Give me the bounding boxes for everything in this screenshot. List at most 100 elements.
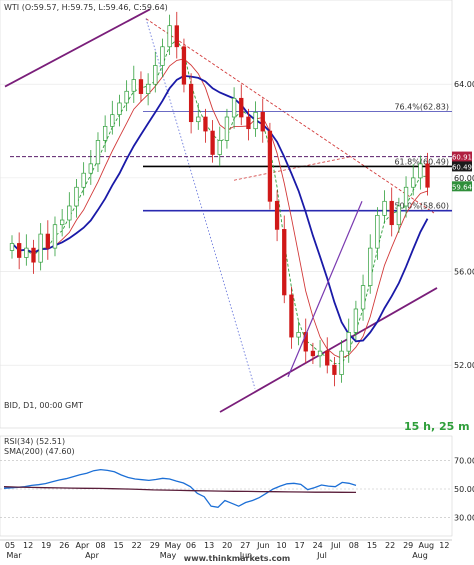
sma-line [3,486,357,494]
candle-body [303,332,308,352]
fib-level-label: 50.0%(58.60) [394,202,449,211]
candle-body [325,350,330,366]
x-tick-label: 15 [114,541,124,550]
x-tick-label: 27 [240,541,250,550]
candle-body [31,247,36,263]
ma-medium-line [11,58,428,359]
candle-body [81,172,86,188]
channel-line-upper [4,8,151,88]
y-tick-label: 52.00 [454,361,474,370]
x-tick-label: 17 [295,541,305,550]
x-tick-label: 26 [59,541,69,550]
countdown-label: 15 h, 25 m [404,420,470,433]
rsi-lines [3,468,357,508]
moving-averages [11,39,429,365]
rsi-grid: 70.00 50.00 30.00 [0,456,474,523]
candle-body [411,177,416,188]
ma-fast-line [11,39,428,365]
month-label: Mar [6,551,22,560]
support-line [287,201,363,378]
candle-body [138,79,144,94]
x-tick-label: 29 [150,541,160,550]
y-tick-label: 64.00 [454,80,474,89]
x-tick-label: Jul [330,541,341,550]
price-badge [452,181,472,192]
rsi-level-label: 70.00 [454,456,474,465]
x-axis: 05 12 19 26 Apr 08 15 22 29 May 06 13 20 27 Jun 10 17 24 J… [0,539,452,560]
candle-body [389,200,394,226]
rsi-level-label: 30.00 [454,514,474,523]
candle-body [267,130,273,202]
month-label: Aug [412,551,428,560]
candle-body [332,364,337,375]
candle-body [239,97,244,118]
candle-body [260,111,265,132]
x-tick-label: Jun [256,541,270,550]
candle-body [253,111,258,130]
overlays [287,201,363,378]
candle-body [418,163,423,179]
candle-body [196,116,201,123]
fib-level-label: 76.4%(62.83) [394,103,449,112]
candle-body [375,214,380,249]
candle-body [174,25,179,48]
candle-body [117,102,122,116]
x-tick-label: 20 [222,541,232,550]
rsi-panel: 70.00 50.00 30.00 [0,435,474,537]
candle-body [60,219,65,226]
candle-body [210,130,215,155]
candle-body [17,243,22,258]
rsi-level-label: 50.00 [454,485,474,494]
x-tick-label: 22 [132,541,142,550]
price-plot-frame [0,0,453,429]
candle-body [231,97,237,118]
candle-body [9,243,15,251]
sma-label: SMA(200) (47.60) [4,447,75,456]
x-tick-label: 08 [349,541,359,550]
rsi-line [3,468,357,508]
candle-body [52,224,58,249]
fib-diagonal [145,18,256,389]
candle-body [274,200,280,230]
candle-body [24,247,29,258]
x-tick-label: May [165,541,182,550]
x-tick-label: 22 [385,541,395,550]
rsi-plot-frame [0,435,453,537]
candle-body [67,205,72,221]
candle-body [317,350,323,357]
candle-body [360,285,366,310]
candle-body [95,140,101,165]
candle-body [382,200,387,216]
chart-title: WTI (O:59.57, H:59.75, L:59.46, C:59.64) [4,3,168,12]
candle-body [110,114,115,127]
rsi-label: RSI(34) (52.51) [4,437,65,446]
candle-body [217,140,222,155]
candles [9,11,430,387]
candle-body [45,233,50,249]
ma-slow-line [11,74,429,343]
candle-body [296,332,301,338]
candle-body [425,163,430,188]
candle-body [160,46,165,66]
price-badge [452,161,472,172]
candle-body [124,90,129,104]
month-label: May [160,551,177,560]
x-tick-label: 13 [204,541,214,550]
x-tick-label: 12 [23,541,33,550]
x-tick-label: Aug [418,541,434,550]
annotations-main: 76.4%(62.83) 61.8%(60.49) 50.0%(58.60) [4,8,452,413]
candle-body [88,163,93,174]
x-tick-label: 08 [95,541,105,550]
timeframe-label: BID, D1, 00:00 GMT [4,401,83,410]
candle-body [74,186,79,207]
candle-body [224,116,230,141]
candle-body [289,294,294,338]
watermark: www.thinkmarkets.com [184,554,290,563]
candle-body [145,83,151,94]
candle-body [353,308,359,333]
x-tick-label: 10 [276,541,286,550]
fib-level-label: 61.8%(60.49) [394,157,449,166]
y-tick-label: 60.00 [454,174,474,183]
